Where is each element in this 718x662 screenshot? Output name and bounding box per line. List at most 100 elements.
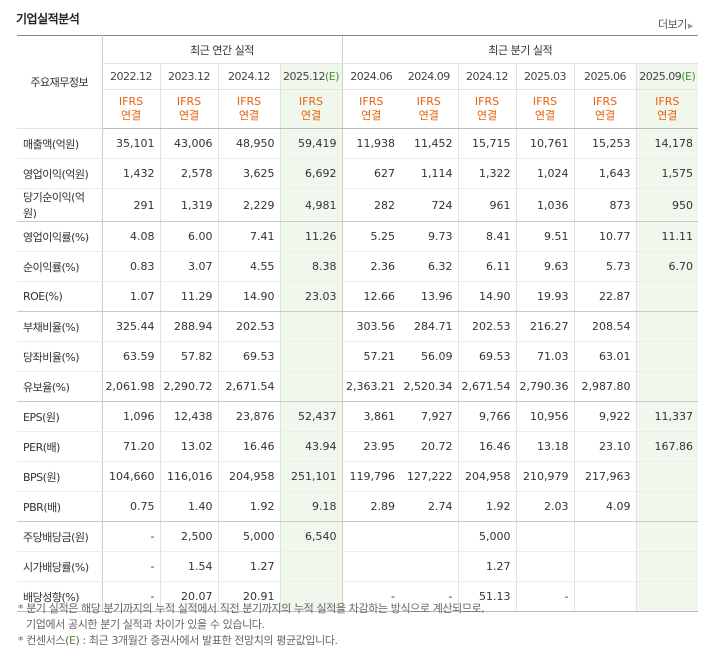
row-label: 매출액(억원) bbox=[17, 128, 103, 159]
table-cell: 1,096 bbox=[102, 401, 161, 432]
table-cell: 2,671.54 bbox=[218, 371, 281, 402]
table-cell bbox=[280, 371, 343, 402]
table-cell: - bbox=[341, 581, 401, 612]
table-cell: 325.44 bbox=[102, 311, 161, 342]
table-cell: 204,958 bbox=[218, 461, 281, 492]
consolidated-label: 연결 bbox=[657, 109, 678, 122]
table-cell: 20.72 bbox=[400, 431, 459, 462]
table-cell: 2,987.80 bbox=[574, 371, 637, 402]
consolidated-label: 연결 bbox=[476, 109, 498, 122]
table-cell: 127,222 bbox=[400, 461, 459, 492]
row-label: ROE(%) bbox=[17, 281, 103, 312]
table-cell bbox=[636, 581, 699, 612]
table-cell: - bbox=[102, 551, 161, 582]
row-label: PER(배) bbox=[17, 431, 103, 462]
table-cell: 1,114 bbox=[400, 158, 459, 189]
table-cell: 1,643 bbox=[574, 158, 637, 189]
period-label: 2025.09 bbox=[639, 70, 682, 83]
period-header: 2024.09 bbox=[400, 63, 459, 90]
ifrs-header: IFRS 연결 bbox=[218, 89, 281, 129]
table-cell: 9,766 bbox=[458, 401, 517, 432]
table-cell: 14.90 bbox=[218, 281, 281, 312]
table-cell: 9.63 bbox=[516, 251, 575, 282]
table-cell: 0.75 bbox=[102, 491, 161, 522]
table-cell: 2.03 bbox=[516, 491, 575, 522]
table-cell: 104,660 bbox=[102, 461, 161, 492]
footnote-suffix: ) : 최근 3개월간 증권사에서 발표한 전망치의 평균값입니다. bbox=[75, 634, 339, 647]
table-cell: 63.59 bbox=[102, 341, 161, 372]
table-cell: 19.93 bbox=[516, 281, 575, 312]
table-cell bbox=[636, 341, 699, 372]
more-link[interactable]: 더보기▶ bbox=[658, 16, 693, 32]
table-cell: 6,692 bbox=[280, 158, 343, 189]
table-cell: 9.51 bbox=[516, 221, 575, 252]
table-cell bbox=[636, 461, 699, 492]
table-cell: 59,419 bbox=[280, 128, 343, 159]
table-cell: 167.86 bbox=[636, 431, 699, 462]
ifrs-label: IFRS bbox=[592, 95, 618, 108]
ifrs-label: IFRS bbox=[474, 95, 500, 108]
table-cell: 7,927 bbox=[400, 401, 459, 432]
row-label: EPS(원) bbox=[17, 401, 103, 432]
table-cell: 10,761 bbox=[516, 128, 575, 159]
table-cell bbox=[636, 281, 699, 312]
table-cell: 6.70 bbox=[636, 251, 699, 282]
table-row: 유보율(%) 2,061.98 2,290.72 2,671.54 2,363.21 2,… bbox=[17, 371, 699, 402]
table-cell: 6.00 bbox=[160, 221, 219, 252]
table-cell: 4.08 bbox=[102, 221, 161, 252]
ifrs-header: IFRS 연결 bbox=[160, 89, 219, 129]
table-cell: 1,322 bbox=[458, 158, 517, 189]
more-label: 더보기 bbox=[658, 18, 687, 31]
table-cell: 56.09 bbox=[400, 341, 459, 372]
period-header: 2024.12 bbox=[218, 63, 281, 90]
table-cell: 12,438 bbox=[160, 401, 219, 432]
ifrs-header: IFRS 연결 bbox=[458, 89, 517, 129]
group-header-quarter: 최근 분기 실적 bbox=[341, 35, 699, 64]
consolidated-label: 연결 bbox=[300, 109, 322, 122]
table-cell: 16.46 bbox=[458, 431, 517, 462]
table-cell: 43,006 bbox=[160, 128, 219, 159]
table-cell: 5,000 bbox=[218, 521, 281, 552]
row-label: 시가배당률(%) bbox=[17, 551, 103, 582]
row-label: PBR(배) bbox=[17, 491, 103, 522]
table-cell: 10.77 bbox=[574, 221, 637, 252]
table-cell: 20.91 bbox=[218, 581, 281, 612]
table-cell: 4,981 bbox=[280, 188, 343, 222]
table-cell: 7.41 bbox=[218, 221, 281, 252]
table-row: 시가배당률(%) -1.54 1.27 1.27 bbox=[17, 551, 699, 582]
period-header: 2024.06 bbox=[341, 63, 401, 90]
table-row: 당좌비율(%) 63.59 57.82 69.53 57.21 56.09 69.53 71.… bbox=[17, 341, 699, 372]
ifrs-label: IFRS bbox=[359, 95, 384, 108]
financial-table: 주요재무정보 최근 연간 실적 최근 분기 실적 2022.12 2023.12 2… bbox=[17, 35, 699, 612]
table-cell: 63.01 bbox=[574, 341, 637, 372]
table-cell: 52,437 bbox=[280, 401, 343, 432]
table-cell: 6.32 bbox=[400, 251, 459, 282]
table-cell: 13.18 bbox=[516, 431, 575, 462]
table-cell: 16.46 bbox=[218, 431, 281, 462]
table-cell: 2,790.36 bbox=[516, 371, 575, 402]
table-cell: 14.90 bbox=[458, 281, 517, 312]
consolidated-label: 연결 bbox=[120, 109, 142, 122]
table-cell: 8.41 bbox=[458, 221, 517, 252]
table-cell bbox=[574, 581, 637, 612]
table-cell: 1,575 bbox=[636, 158, 699, 189]
footnote-line: 기업에서 공시한 분기 실적과 차이가 있을 수 있습니다. bbox=[26, 618, 265, 631]
table-cell bbox=[574, 521, 637, 552]
table-cell: 216.27 bbox=[516, 311, 575, 342]
table-row: BPS(원) 104,660 116,016 204,958 251,101 119,79… bbox=[17, 461, 699, 492]
table-cell: 2.36 bbox=[341, 251, 401, 282]
table-cell: 1,319 bbox=[160, 188, 219, 222]
table-cell: 48,950 bbox=[218, 128, 281, 159]
chevron-right-icon: ▶ bbox=[687, 22, 693, 30]
period-label: 2024.06 bbox=[350, 70, 393, 83]
ifrs-label: IFRS bbox=[532, 95, 558, 108]
table-row: 순이익률(%) 0.83 3.07 4.55 8.38 2.36 6.32 6.11 9.63 5… bbox=[17, 251, 699, 282]
table-cell: 1.92 bbox=[218, 491, 281, 522]
table-row: ROE(%) 1.07 11.29 14.90 23.03 12.66 13.96 14.90… bbox=[17, 281, 699, 312]
period-label: 2024.12 bbox=[466, 70, 509, 83]
table-cell: 23,876 bbox=[218, 401, 281, 432]
ifrs-label: IFRS bbox=[118, 95, 144, 108]
row-label: 순이익률(%) bbox=[17, 251, 103, 282]
table-cell: 71.20 bbox=[102, 431, 161, 462]
period-header: 2022.12 bbox=[102, 63, 161, 90]
